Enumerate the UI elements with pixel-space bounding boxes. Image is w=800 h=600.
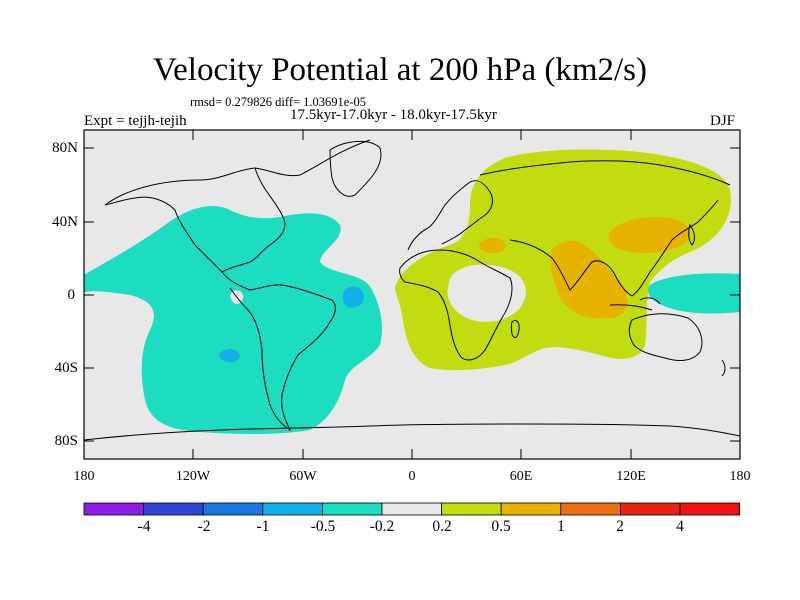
lon-label-180w: 180 — [73, 469, 95, 484]
lon-label-120w: 120W — [175, 469, 211, 484]
lat-label-40s: 40S — [54, 360, 78, 376]
lon-label-120e: 120E — [616, 469, 646, 484]
colorbar — [83, 502, 740, 516]
colorbar-label: 1 — [557, 518, 565, 535]
colorbar-swatch — [321, 502, 383, 516]
lon-ticks — [192, 130, 632, 459]
season-label: DJF — [710, 113, 736, 129]
colorbar-swatch — [262, 502, 323, 516]
lon-label-60w: 60W — [289, 469, 317, 484]
colorbar-label: -0.2 — [369, 518, 395, 535]
colorbar-label: -2 — [197, 518, 211, 535]
negative-region-west-pacific — [648, 273, 740, 314]
colorbar-swatch — [620, 502, 681, 516]
period-label: 17.5kyr-17.0kyr - 18.0kyr-17.5kyr — [290, 107, 497, 123]
colorbar-label: 0.5 — [491, 518, 511, 535]
colorbar-label: 4 — [676, 518, 684, 535]
lon-label-60e: 60E — [509, 469, 533, 484]
lat-label-40n: 40N — [52, 214, 78, 230]
stats-line: rmsd= 0.279826 diff= 1.03691e-05 — [190, 95, 367, 109]
stronger-negative-atlantic — [342, 286, 365, 308]
neutral-hole-africa — [447, 264, 526, 322]
experiment-label: Expt = tejjh-tejih — [84, 113, 187, 129]
colorbar-swatch — [202, 502, 264, 516]
colorbar-swatch — [83, 502, 144, 516]
colorbar-label: 0.2 — [432, 518, 452, 535]
colorbar-swatch — [381, 502, 442, 516]
colorbar-swatch — [560, 502, 621, 516]
stronger-positive-south-asia — [550, 240, 628, 319]
map-title: Velocity Potential at 200 hPa (km2/s) — [152, 52, 648, 88]
coastlines — [84, 139, 740, 441]
lat-label-80n: 80N — [52, 140, 78, 156]
lat-label-0: 0 — [67, 287, 76, 303]
lat-label-80s: 80S — [54, 433, 78, 449]
colorbar-label: -0.5 — [310, 518, 336, 535]
colorbar-label: -4 — [137, 518, 151, 535]
colorbar-label: 2 — [616, 518, 624, 535]
colorbar-swatch — [143, 502, 204, 516]
lat-ticks — [84, 147, 740, 442]
colorbar-swatch — [500, 502, 562, 516]
colorbar-swatch — [679, 502, 740, 516]
colorbar-label: -1 — [256, 518, 270, 535]
stronger-negative-south-pacific — [219, 349, 240, 363]
negative-region-americas — [84, 205, 383, 435]
lon-label-0: 0 — [408, 469, 416, 484]
stronger-positive-arabia — [479, 237, 506, 254]
lon-label-180e: 180 — [729, 469, 751, 484]
colorbar-swatch — [441, 502, 502, 516]
